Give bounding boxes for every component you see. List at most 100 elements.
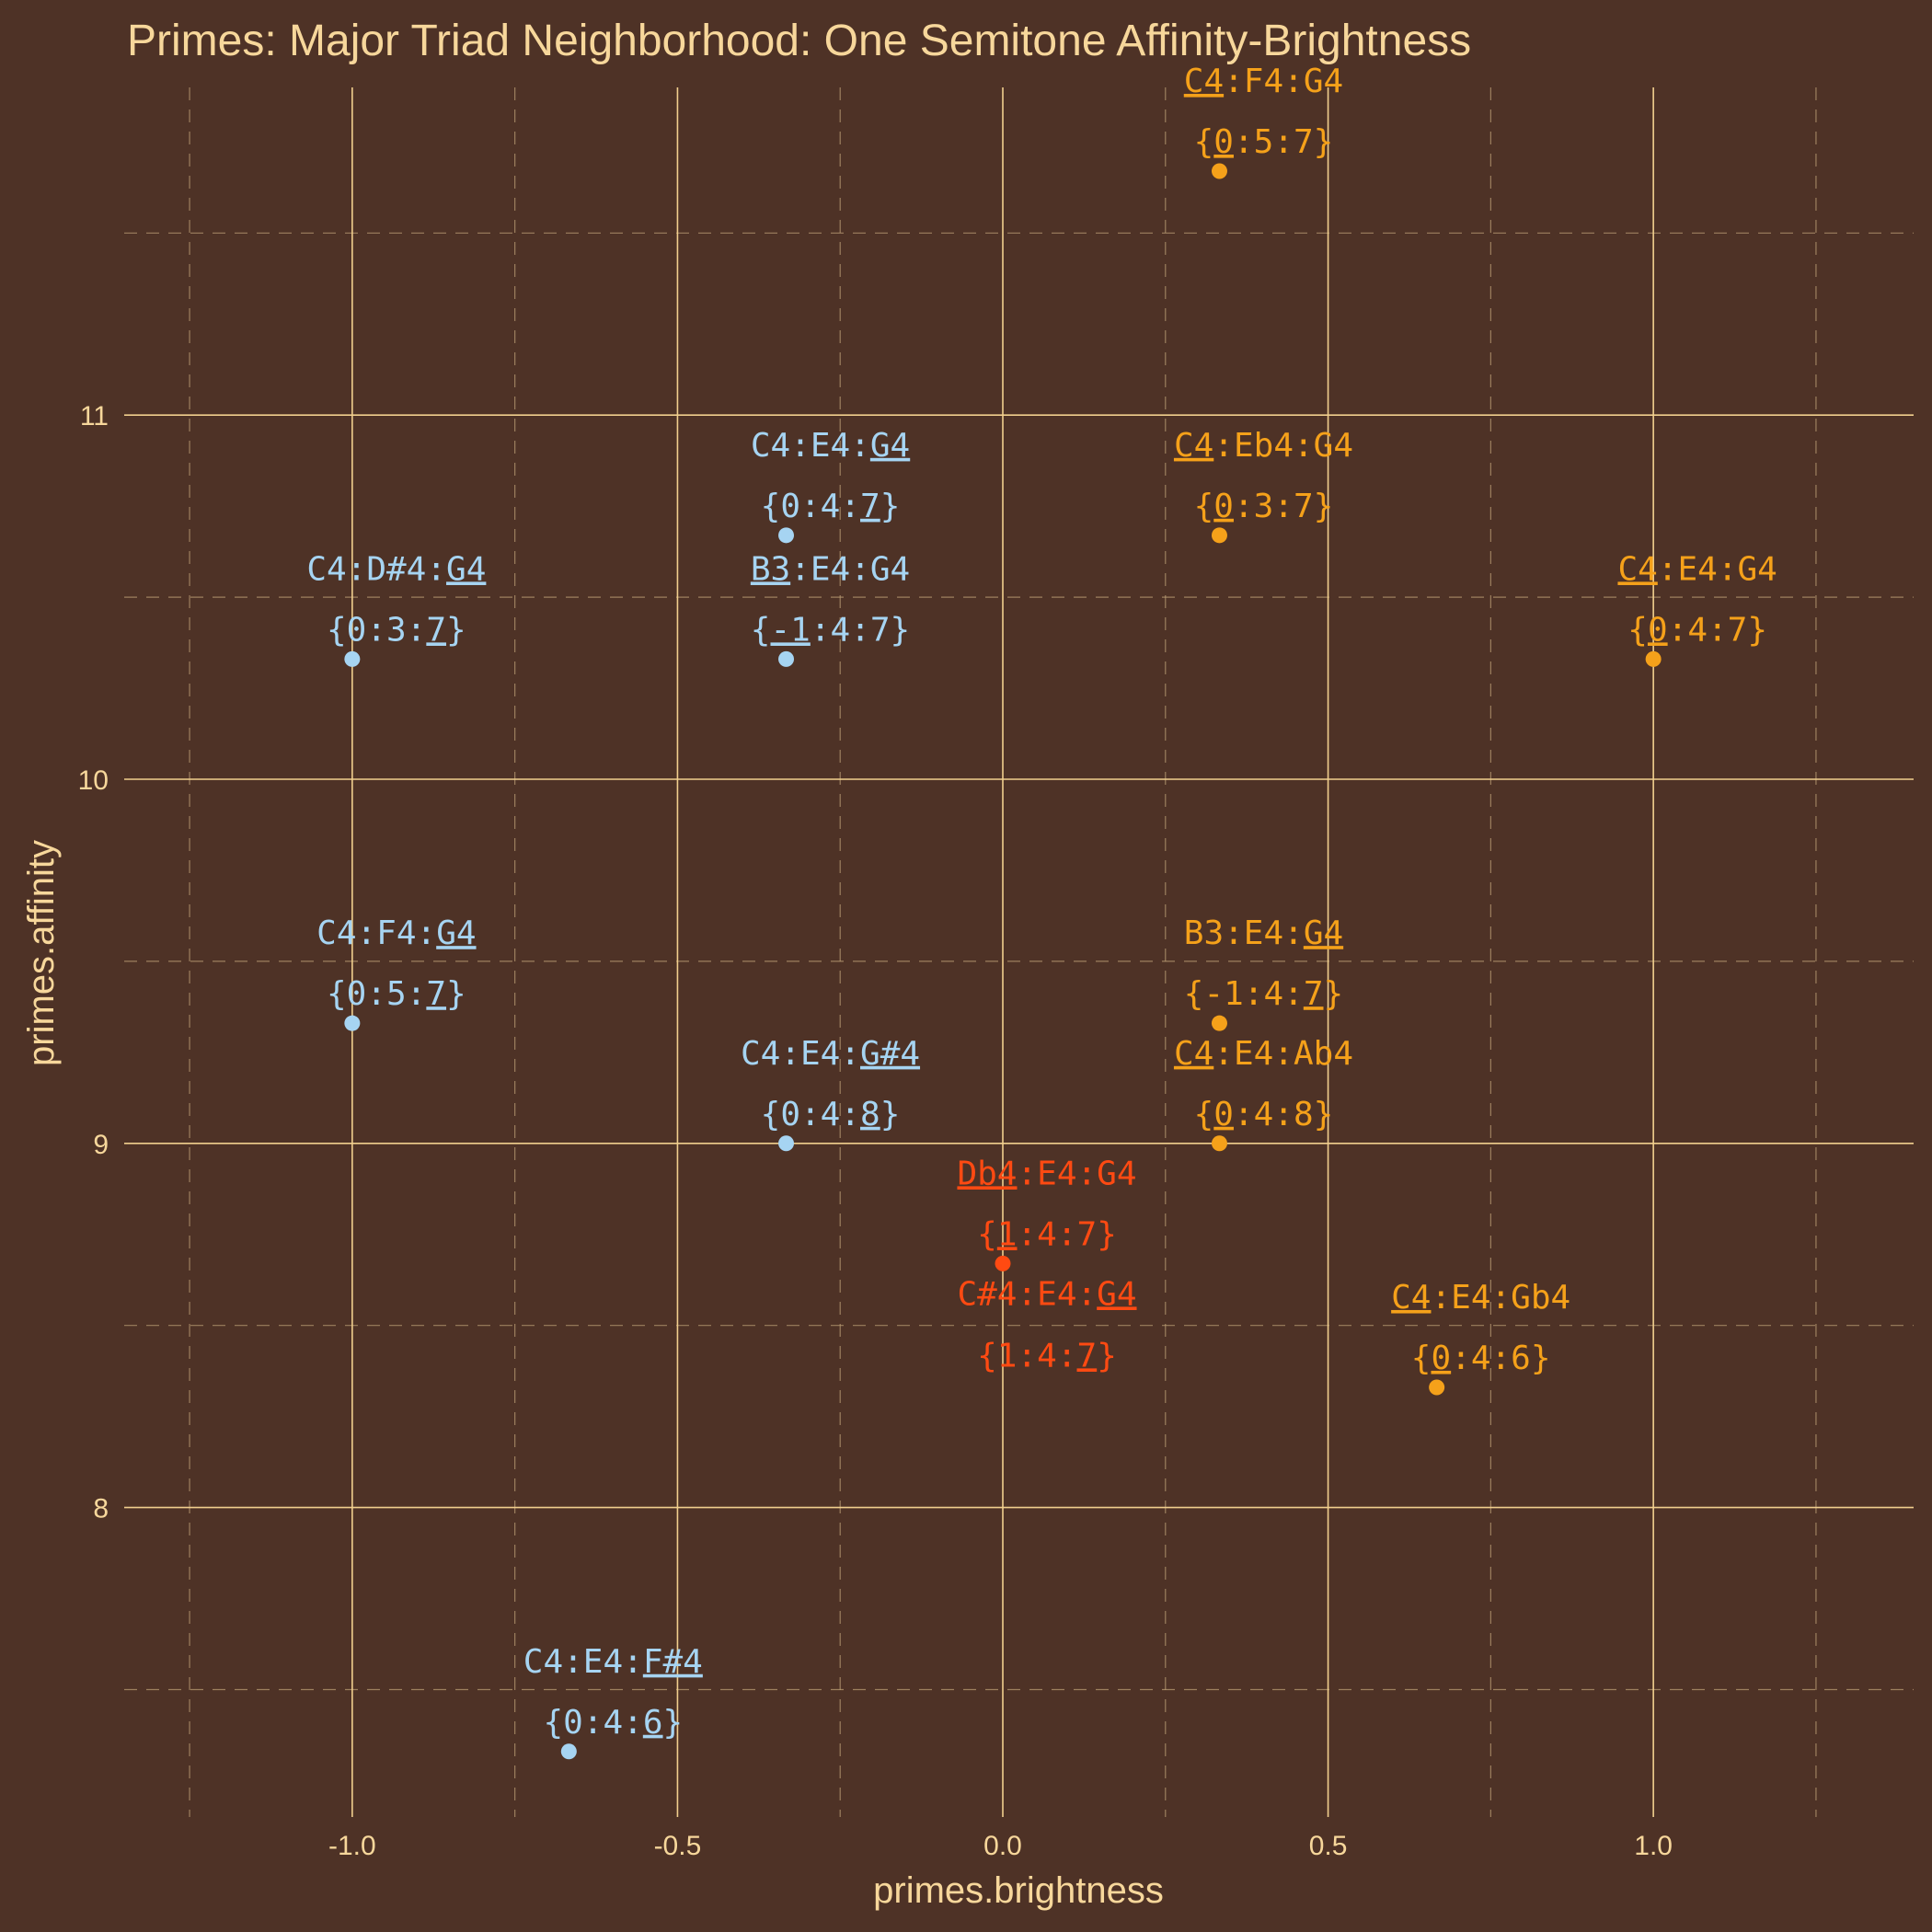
label-underlined-part: 0 [1213, 123, 1234, 161]
label-part: 0 [347, 975, 367, 1013]
label-part: } [663, 1704, 684, 1742]
label-underlined-part: 1 [997, 1215, 1018, 1253]
point-label-chord: C4:E4:G#4 [741, 1035, 920, 1073]
label-part: } [446, 975, 466, 1013]
point-label-chord: C4:E4:F#4 [523, 1643, 703, 1681]
y-tick-label: 9 [93, 1130, 109, 1160]
label-underlined-part: 0 [1431, 1340, 1451, 1377]
data-point [344, 1015, 361, 1031]
label-underlined-part: 7 [860, 488, 880, 525]
label-part: { [1627, 611, 1648, 649]
label-underlined-part: G4 [436, 914, 476, 952]
label-part: :4:7} [1668, 611, 1767, 649]
data-point [1645, 650, 1662, 667]
label-underlined-part: C4 [1174, 1035, 1213, 1073]
label-underlined-part: G4 [1097, 1275, 1136, 1313]
label-underlined-part: C4 [1174, 427, 1213, 465]
label-underlined-part: G4 [446, 550, 486, 588]
point-label-pitch-class: {-1:4:7} [751, 611, 910, 649]
point-label-pitch-class: {0:4:8} [1194, 1096, 1334, 1133]
point-label-chord: C4:D#4:G4 [306, 550, 486, 588]
label-part: } [880, 488, 901, 525]
label-part: { [1194, 488, 1214, 525]
label-part: :Eb4:G4 [1213, 427, 1353, 465]
label-part: :E4:G4 [1017, 1155, 1136, 1192]
x-tick-label: -1.0 [328, 1831, 376, 1861]
label-underlined-part: G4 [870, 427, 910, 465]
label-part: {-1:4: [1184, 975, 1304, 1013]
data-point [778, 650, 795, 667]
label-part: } [1324, 975, 1344, 1013]
label-part: :E4:Gb4 [1431, 1279, 1570, 1317]
data-point [344, 650, 361, 667]
point-label-pitch-class: {1:4:7} [977, 1215, 1117, 1253]
label-part: :E4:Ab4 [1213, 1035, 1353, 1073]
data-point [1211, 1015, 1227, 1031]
x-tick-label: 0.0 [983, 1831, 1022, 1861]
point-label-chord: Db4:E4:G4 [957, 1155, 1136, 1192]
label-underlined-part: 7 [1304, 975, 1324, 1013]
point-label-chord: C#4:E4:G4 [957, 1275, 1136, 1313]
label-underlined-part: 7 [426, 975, 446, 1013]
label-part: :5: [366, 975, 426, 1013]
point-label-pitch-class: {0:5:7} [327, 975, 466, 1013]
label-part: } [446, 611, 466, 649]
point-label-pitch-class: {0:4:7} [761, 488, 901, 525]
label-underlined-part: C4 [1617, 550, 1657, 588]
point-label-chord: C4:E4:Gb4 [1391, 1279, 1570, 1317]
point-label-chord: C4:Eb4:G4 [1174, 427, 1353, 465]
label-part: :E4:G4 [1658, 550, 1777, 588]
label-underlined-part: 0 [1213, 488, 1234, 525]
label-part: {0:4: [761, 1096, 860, 1133]
point-label-chord: C4:F4:G4 [1184, 63, 1343, 100]
label-underlined-part: -1 [770, 611, 810, 649]
point-labels: C4:D#4:G4{0:3:7}C4:F4:G4{0:5:7}C4:E4:G4{… [306, 63, 1777, 1742]
grid [124, 87, 1914, 1817]
label-part: { [751, 611, 771, 649]
label-part: { [1194, 123, 1214, 161]
y-tick-label: 8 [93, 1494, 109, 1524]
label-part: C4:D#4: [306, 550, 446, 588]
point-label-pitch-class: {0:3:7} [1194, 488, 1334, 525]
y-tick-label: 11 [80, 401, 109, 431]
x-axis-title: primes.brightness [873, 1870, 1164, 1911]
label-part: :4:8} [1234, 1096, 1333, 1133]
point-label-pitch-class: {0:4:6} [543, 1704, 683, 1742]
point-label-pitch-class: {-1:4:7} [1184, 975, 1343, 1013]
y-axis-title: primes.affinity [21, 840, 62, 1066]
point-label-pitch-class: {0:4:8} [761, 1096, 901, 1133]
label-part: :5:7} [1234, 123, 1333, 161]
label-part: :4:7} [811, 611, 910, 649]
label-part: } [1097, 1337, 1117, 1374]
data-point [1211, 163, 1227, 179]
point-label-pitch-class: {0:4:7} [1627, 611, 1767, 649]
label-underlined-part: C4 [1184, 63, 1224, 100]
y-tick-label: 10 [78, 765, 109, 796]
point-label-pitch-class: {1:4:7} [977, 1337, 1117, 1374]
point-label-pitch-class: {0:4:6} [1411, 1340, 1551, 1377]
label-part: {0:4: [761, 488, 860, 525]
label-part: {1:4: [977, 1337, 1076, 1374]
data-point [1429, 1379, 1445, 1396]
data-point [560, 1743, 577, 1760]
label-part: C4:E4: [751, 427, 870, 465]
points [344, 163, 1662, 1760]
label-underlined-part: B3 [751, 550, 790, 588]
x-tick-label: 0.5 [1309, 1831, 1348, 1861]
point-label-pitch-class: {0:5:7} [1194, 123, 1334, 161]
label-part: C#4:E4: [957, 1275, 1097, 1313]
label-part: } [880, 1096, 901, 1133]
label-part: { [1194, 1096, 1214, 1133]
label-underlined-part: 6 [643, 1704, 663, 1742]
label-underlined-part: 7 [426, 611, 446, 649]
x-tick-label: -0.5 [654, 1831, 702, 1861]
label-underlined-part: C4 [1391, 1279, 1431, 1317]
data-point [1211, 527, 1227, 544]
label-part: :3:7} [1234, 488, 1333, 525]
label-part: :4:7} [1018, 1215, 1117, 1253]
label-part: { [1411, 1340, 1432, 1377]
label-part: {0:4: [543, 1704, 642, 1742]
